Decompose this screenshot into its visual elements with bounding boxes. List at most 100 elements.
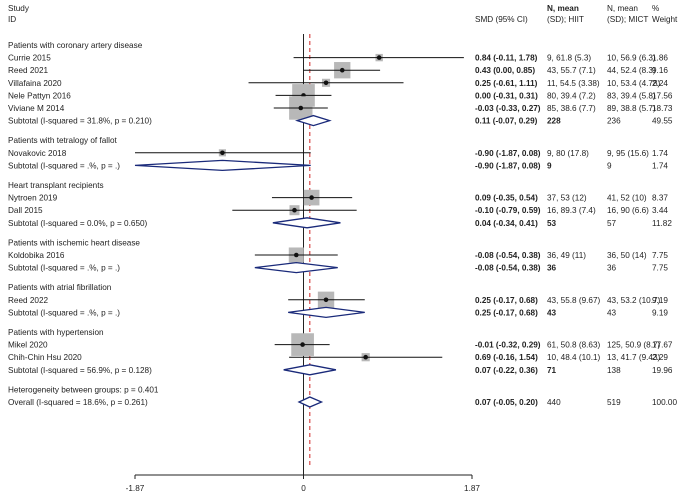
study-weight-value: 2.29 xyxy=(652,353,668,362)
study-label: Viviane M 2014 xyxy=(8,104,65,113)
study-ci-text: -0.01 (-0.32, 0.29) xyxy=(475,341,541,350)
study-weight-value: 17.67 xyxy=(652,341,673,350)
subtotal-label: Subtotal (I-squared = 56.9%, p = 0.128) xyxy=(8,366,152,375)
subtotal-diamond xyxy=(294,114,332,127)
group-title: Patients with hypertension xyxy=(8,328,104,337)
study-mict-value: 13, 41.7 (9.43) xyxy=(607,353,661,362)
subtotal-hiit-value: 43 xyxy=(547,308,557,317)
subtotal-hiit-value: 9 xyxy=(547,161,552,170)
subtotal-hiit-value: 53 xyxy=(547,219,557,228)
study-weight-value: 9.19 xyxy=(652,296,668,305)
study-mict-value: 83, 39.4 (5.8) xyxy=(607,91,656,100)
study-mict-value: 43, 53.2 (10.7) xyxy=(607,296,661,305)
subtotal-label: Subtotal (I-squared = .%, p = .) xyxy=(8,264,120,273)
header-mict-2: (SD); MICT xyxy=(607,15,648,24)
study-label: Novakovic 2018 xyxy=(8,149,67,158)
overall-ci-text: 0.07 (-0.05, 0.20) xyxy=(475,398,538,407)
subtotal-diamond xyxy=(288,306,365,319)
study-mict-value: 10, 53.4 (4.78) xyxy=(607,79,661,88)
subtotal-weight-value: 1.74 xyxy=(652,161,668,170)
study-hiit-value: 11, 54.5 (3.38) xyxy=(547,79,600,88)
study-point-estimate xyxy=(300,342,305,347)
study-weight-value: 18.73 xyxy=(652,104,673,113)
study-weight-value: 17.56 xyxy=(652,91,673,100)
study-weight-value: 9.16 xyxy=(652,66,668,75)
overall-mict-value: 519 xyxy=(607,398,621,407)
group-title: Patients with tetralogy of fallot xyxy=(8,136,117,145)
study-hiit-value: 9, 61.8 (5.3) xyxy=(547,54,591,63)
study-hiit-value: 9, 80 (17.8) xyxy=(547,149,589,158)
group-title: Patients with coronary artery disease xyxy=(8,41,143,50)
study-weight-value: 7.75 xyxy=(652,251,668,260)
header-mict-1: N, mean xyxy=(607,4,638,13)
header-smd: SMD (95% CI) xyxy=(475,15,528,24)
overall-label: Overall (I-squared = 18.6%, p = 0.261) xyxy=(8,398,148,407)
study-ci-text: 0.43 (0.00, 0.85) xyxy=(475,66,535,75)
study-hiit-value: 16, 89.3 (7.4) xyxy=(547,206,596,215)
study-point-estimate xyxy=(323,297,329,303)
subtotal-ci-text: -0.08 (-0.54, 0.38) xyxy=(475,264,541,273)
header-weight-2: Weight xyxy=(652,15,678,24)
study-ci-text: -0.08 (-0.54, 0.38) xyxy=(475,251,541,260)
study-weight-value: 2.24 xyxy=(652,79,668,88)
study-label: Villafaina 2020 xyxy=(8,79,62,88)
study-point-estimate xyxy=(220,150,225,156)
study-label: Nele Pattyn 2016 xyxy=(8,91,71,100)
subtotal-mict-value: 36 xyxy=(607,264,617,273)
group-title: Patients with ischemic heart disease xyxy=(8,238,140,247)
header-hiit-2: (SD); HIIT xyxy=(547,15,584,24)
study-hiit-value: 43, 55.7 (7.1) xyxy=(547,66,596,75)
subtotal-label: Subtotal (I-squared = 31.8%, p = 0.210) xyxy=(8,117,152,126)
subtotal-ci-text: 0.07 (-0.22, 0.36) xyxy=(475,366,538,375)
subtotal-ci-text: 0.25 (-0.17, 0.68) xyxy=(475,308,538,317)
study-mict-value: 41, 52 (10) xyxy=(607,194,647,203)
study-weight-value: 8.37 xyxy=(652,194,668,203)
study-ci-text: -0.10 (-0.79, 0.59) xyxy=(475,206,541,215)
study-mict-value: 44, 52.4 (8.3) xyxy=(607,66,656,75)
subtotal-label: Subtotal (I-squared = .%, p = .) xyxy=(8,308,120,317)
study-point-estimate xyxy=(363,354,368,360)
study-label: Dall 2015 xyxy=(8,206,43,215)
subtotal-mict-value: 236 xyxy=(607,117,621,126)
subtotal-hiit-value: 36 xyxy=(547,264,557,273)
subtotal-weight-value: 7.75 xyxy=(652,264,668,273)
subtotal-mict-value: 57 xyxy=(607,219,617,228)
subtotal-weight-value: 19.96 xyxy=(652,366,673,375)
study-hiit-value: 36, 49 (11) xyxy=(547,251,586,260)
header-id: ID xyxy=(8,15,16,24)
subtotal-mict-value: 43 xyxy=(607,308,617,317)
study-hiit-value: 37, 53 (12) xyxy=(547,194,587,203)
study-label: Koldobika 2016 xyxy=(8,251,65,260)
study-label: Currie 2015 xyxy=(8,54,51,63)
subtotal-weight-value: 49.55 xyxy=(652,117,673,126)
study-label: Nytroen 2019 xyxy=(8,194,58,203)
overall-hiit-value: 440 xyxy=(547,398,561,407)
study-hiit-value: 85, 38.6 (7.7) xyxy=(547,104,596,113)
study-mict-value: 36, 50 (14) xyxy=(607,251,647,260)
subtotal-label: Subtotal (I-squared = .%, p = .) xyxy=(8,161,120,170)
study-point-estimate xyxy=(309,195,314,200)
subtotal-hiit-value: 228 xyxy=(547,117,561,126)
study-hiit-value: 80, 39.4 (7.2) xyxy=(547,91,596,100)
study-point-estimate xyxy=(323,80,329,86)
subtotal-weight-value: 11.82 xyxy=(652,219,672,228)
overall-diamond xyxy=(297,396,324,408)
study-weight-value: 1.86 xyxy=(652,54,668,63)
study-ci-text: 0.09 (-0.35, 0.54) xyxy=(475,194,538,203)
study-label: Reed 2022 xyxy=(8,296,49,305)
study-ci-text: 0.25 (-0.61, 1.11) xyxy=(475,79,538,88)
study-ci-text: 0.00 (-0.31, 0.31) xyxy=(475,91,538,100)
study-ci-text: -0.03 (-0.33, 0.27) xyxy=(475,104,541,113)
study-ci-text: -0.90 (-1.87, 0.08) xyxy=(475,149,541,158)
subtotal-ci-text: 0.11 (-0.07, 0.29) xyxy=(475,117,538,126)
heterogeneity-text: Heterogeneity between groups: p = 0.401 xyxy=(8,385,159,394)
study-mict-value: 9, 95 (15.6) xyxy=(607,149,649,158)
study-hiit-value: 10, 48.4 (10.1) xyxy=(547,353,601,362)
study-point-estimate xyxy=(292,207,297,213)
header-study: Study xyxy=(8,4,30,13)
study-mict-value: 16, 90 (6.6) xyxy=(607,206,649,215)
study-weight-value: 3.44 xyxy=(652,206,668,215)
study-point-estimate xyxy=(298,105,304,111)
subtotal-hiit-value: 71 xyxy=(547,366,557,375)
